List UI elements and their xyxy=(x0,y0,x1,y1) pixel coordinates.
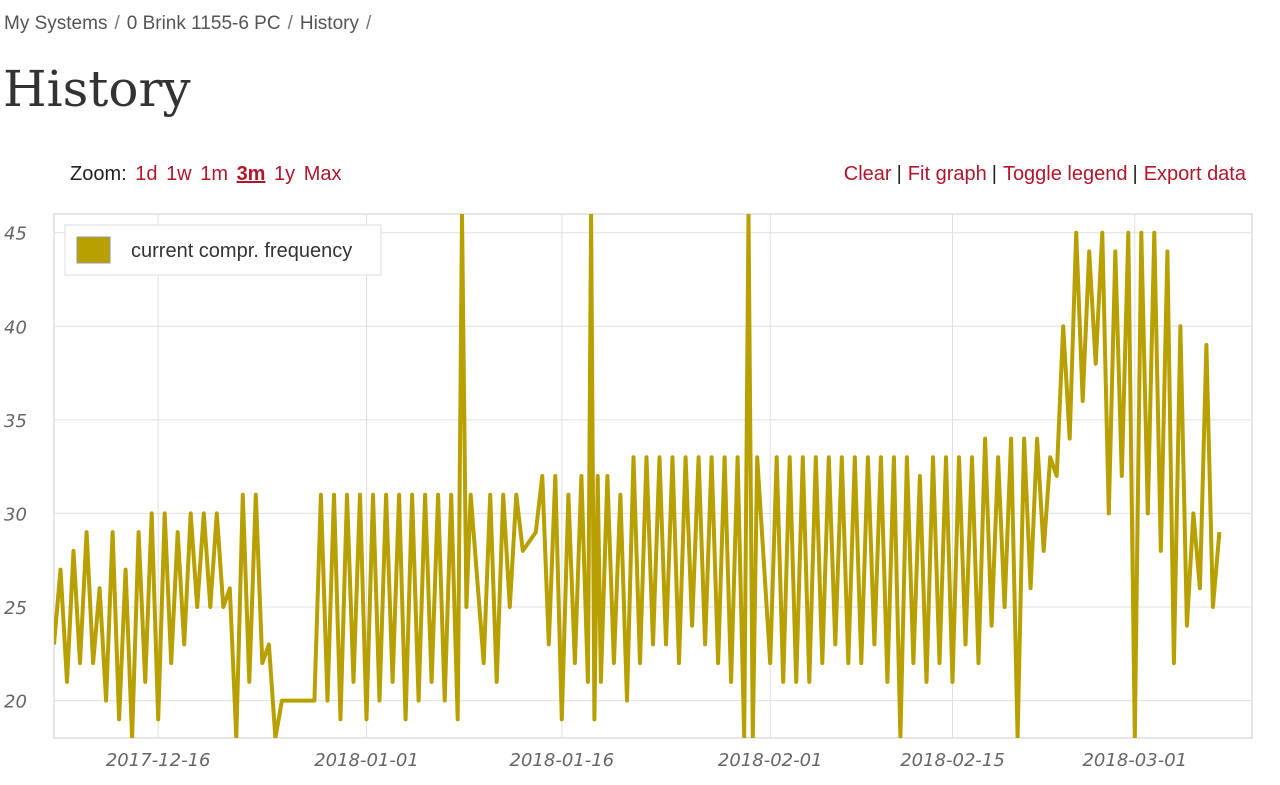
export-data-link[interactable]: Export data xyxy=(1143,163,1246,185)
zoom-1w[interactable]: 1w xyxy=(166,163,192,185)
breadcrumb: My Systems / 0 Brink 1155-6 PC / History / xyxy=(4,13,378,35)
series-group xyxy=(54,214,1222,738)
zoom-1d[interactable]: 1d xyxy=(135,163,158,185)
y-tick-label: 30 xyxy=(4,504,27,525)
x-tick-label: 2018-02-15 xyxy=(900,750,1005,771)
x-tick-label: 2018-02-01 xyxy=(718,750,823,771)
y-tick-label: 25 xyxy=(4,598,27,619)
page-title: History xyxy=(3,60,191,118)
y-tick-label: 35 xyxy=(4,411,27,432)
zoom-bar: Zoom: 1d 1w 1m 3m 1y Max xyxy=(70,163,342,186)
zoom-1y[interactable]: 1y xyxy=(274,163,296,185)
history-chart[interactable]: 20 25 30 35 40 45 2017-12-16 2018-01-01 2018-01… xyxy=(0,205,1280,785)
legend-swatch xyxy=(76,236,111,264)
toggle-legend-link[interactable]: Toggle legend xyxy=(1002,163,1128,185)
breadcrumb-my-systems[interactable]: My Systems xyxy=(4,13,108,34)
y-tick-label: 45 xyxy=(4,224,27,245)
y-axis-tick-labels: 20 25 30 35 40 45 xyxy=(4,224,27,713)
breadcrumb-history[interactable]: History xyxy=(299,13,359,34)
clear-link[interactable]: Clear xyxy=(843,163,892,185)
x-tick-label: 2017-12-16 xyxy=(106,750,211,771)
fit-graph-link[interactable]: Fit graph xyxy=(907,163,987,185)
legend-label: current compr. frequency xyxy=(131,240,352,262)
x-axis-tick-labels: 2017-12-16 2018-01-01 2018-01-16 2018-02-01… xyxy=(106,750,1187,771)
legend-box xyxy=(64,224,382,276)
action-separator: | xyxy=(896,163,902,185)
x-tick-label: 2018-01-16 xyxy=(510,750,615,771)
breadcrumb-separator: / xyxy=(365,13,372,34)
breadcrumb-separator: / xyxy=(114,13,120,34)
action-separator: | xyxy=(991,163,997,185)
graph-actions: Clear | Fit graph | Toggle legend | Export dat… xyxy=(844,163,1246,186)
zoom-1m[interactable]: 1m xyxy=(200,163,228,185)
zoom-label: Zoom: xyxy=(70,163,127,185)
series-line-current-compr-frequency xyxy=(54,214,1222,738)
y-tick-label: 20 xyxy=(4,692,27,713)
breadcrumb-system[interactable]: 0 Brink 1155-6 PC xyxy=(126,13,281,34)
breadcrumb-separator: / xyxy=(287,13,293,34)
chart-legend[interactable]: current compr. frequency xyxy=(64,224,382,276)
plot-area[interactable] xyxy=(53,213,1253,739)
x-tick-label: 2018-01-01 xyxy=(314,750,419,771)
zoom-3m[interactable]: 3m xyxy=(236,163,266,185)
action-separator: | xyxy=(1132,163,1138,185)
x-tick-label: 2018-03-01 xyxy=(1082,750,1187,771)
zoom-max[interactable]: Max xyxy=(303,163,342,185)
y-tick-label: 40 xyxy=(4,317,27,338)
